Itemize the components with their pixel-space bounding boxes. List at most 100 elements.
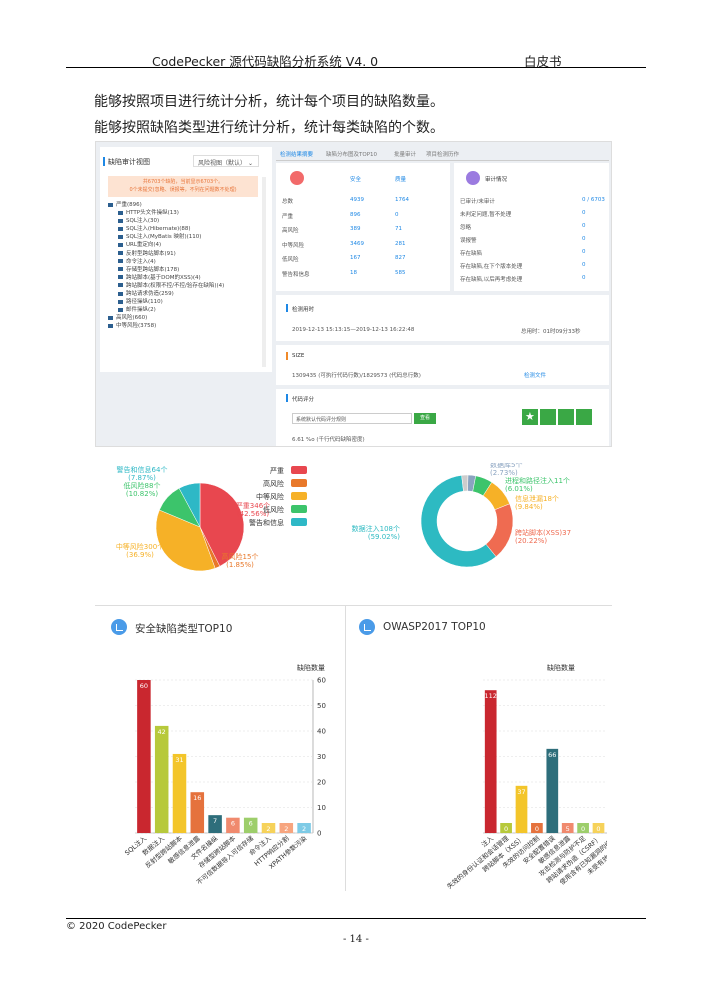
bar (261, 823, 276, 833)
folder-icon (118, 283, 123, 288)
bar-value-label: 112 (484, 692, 496, 700)
audit-value: 0 (582, 275, 586, 281)
bar-value-label: 7 (213, 817, 217, 825)
stats-card: 安全 质量 总数 4939 1764 严重 896 0 高风险 389 71 中等风险 3469 28… (276, 163, 450, 291)
bar (484, 690, 497, 833)
tree-item[interactable]: URL重定向(4) (108, 241, 224, 249)
folder-icon (118, 307, 123, 312)
audit-value: 0 (582, 262, 586, 268)
audit-value: 0 (582, 223, 586, 229)
tree-item[interactable]: SQL注入(Hibernate)(88) (108, 225, 224, 233)
pie2-slice (485, 503, 514, 558)
y-tick-label: 40 (317, 728, 326, 736)
pie1-percent: (36.9%) (126, 551, 154, 559)
chart1-svg: 010203040506060SQL注入42数据注入31反射型跨站脚本16敏感信… (123, 677, 326, 887)
pie1-legend-label: 警告和信息 (249, 518, 284, 527)
page-number: - 14 - (343, 934, 369, 945)
size-link[interactable]: 检测文件 (524, 373, 547, 379)
stats-cell: 低风险 (282, 257, 299, 263)
tree-item[interactable]: 严重(896) (108, 201, 224, 209)
bar-value-label: 2 (302, 825, 306, 833)
folder-icon (118, 234, 123, 239)
tree-item[interactable]: 邮件操纵(2) (108, 306, 224, 314)
audit-value: 0 (582, 236, 586, 242)
stats-cell: 3469 (350, 240, 364, 247)
view-select[interactable]: 风险视图（默认） ⌄ (193, 155, 259, 167)
folder-icon (118, 226, 123, 231)
score-card: 代码评分 系统默认代码评分规则 查看 ★ 6.61 %o (千行代码缺陷密度) (276, 389, 609, 446)
score-rule-select[interactable]: 系统默认代码评分规则 (292, 413, 412, 424)
pie1-label: 警告和信息64个 (117, 465, 168, 474)
score-block-2 (540, 409, 556, 425)
tab-history[interactable]: 项目检测历作 (426, 152, 460, 158)
bar (515, 785, 528, 833)
star-icon: ★ (522, 409, 538, 425)
pie1-percent: (1.85%) (226, 561, 254, 569)
tree-item[interactable]: 反射型跨站脚本(91) (108, 250, 224, 258)
time-range: 2019-12-13 15:13:15—2019-12-13 16:22:48 (292, 327, 415, 333)
chart1-ylabel: 缺陷数量 (297, 664, 325, 672)
tree-item[interactable]: SQL注入(MyBatis 映射)(110) (108, 233, 224, 241)
legend-swatch (291, 505, 307, 513)
stats-cell: 827 (395, 255, 406, 261)
stats-cell: 585 (395, 269, 406, 276)
pie2-label: 数据库5个 (490, 463, 522, 469)
pie1-label: 低风险88个 (124, 481, 161, 490)
pie1-percent: (42.56%) (237, 510, 269, 518)
tree-item[interactable]: 命令注入(4) (108, 258, 224, 266)
folder-icon (118, 259, 123, 264)
audit-label: 存在缺陷,以后再考虑处理 (460, 277, 523, 283)
score-block-4 (576, 409, 592, 425)
bar-value-label: 42 (158, 728, 166, 736)
pie-charts: 警告和信息64个(7.87%)低风险88个(10.82%) 严重346个(42.5… (116, 463, 571, 572)
tree-item[interactable]: 路径操纵(110) (108, 298, 224, 306)
audit-value: 0 / 6703 (582, 197, 605, 203)
pie2-percent: (2.73%) (490, 469, 518, 477)
stats-cell: 71 (395, 226, 402, 232)
pie1-percent: (10.82%) (126, 490, 158, 498)
chart2-ylabel: 缺陷数量 (547, 664, 575, 672)
pie2-slice (420, 475, 497, 568)
score-title: 代码评分 (292, 397, 315, 403)
bar-value-label: 2 (284, 825, 288, 833)
tree-item[interactable]: 跨站请求伪造(259) (108, 290, 224, 298)
tab-distribution[interactable]: 缺陷分布图及TOP10 (326, 152, 378, 158)
pie1-legend-label: 低风险 (263, 505, 284, 514)
tree-item[interactable]: 中等风险(3758) (108, 322, 224, 330)
tree-item[interactable]: HTTP头文件操纵(13) (108, 209, 224, 217)
score-view-button[interactable]: 查看 (414, 413, 436, 424)
tab-summary[interactable]: 检测结果摘要 (280, 152, 314, 158)
bar (546, 748, 559, 833)
bar (226, 817, 240, 833)
size-card: SIZE 1309435 (可执行代码行数)/1829573 (代码总行数) 检… (276, 345, 609, 385)
header-right: 白皮书 (524, 54, 562, 69)
tree-item[interactable]: SQL注入(30) (108, 217, 224, 225)
legend-swatch (291, 466, 307, 474)
bar-value-label: 0 (504, 825, 508, 833)
tree-item[interactable]: 存储型跨站脚本(178) (108, 266, 224, 274)
bar (592, 823, 605, 833)
pie1-slice (199, 482, 245, 567)
header-rule (66, 67, 646, 68)
bar (500, 823, 512, 833)
tree-item[interactable]: 跨站脚本(权限不控/不控/验存在缺陷)(4) (108, 282, 224, 290)
bar-value-label: 0 (596, 825, 600, 833)
stats-header-security: 安全 (350, 177, 362, 183)
bar-value-label: 0 (535, 825, 539, 833)
tab-batch-audit[interactable]: 批量审计 (394, 152, 417, 158)
bar (208, 815, 222, 833)
bar-value-label: 16 (193, 794, 201, 802)
bar-value-label: 31 (175, 756, 183, 764)
defect-summary-screenshot: 缺陷审计视图 风险视图（默认） ⌄ 共6703个缺陷，当前显示6703个。 0个… (95, 141, 612, 447)
tree-item[interactable]: 高风险(660) (108, 314, 224, 322)
pie2-percent: (6.01%) (505, 485, 533, 493)
tree-scrollbar[interactable] (262, 177, 266, 367)
bar (577, 823, 589, 833)
result-tabs: 检测结果摘要 缺陷分布图及TOP10 批量审计 项目检测历作 (276, 147, 609, 161)
bar (137, 680, 151, 833)
tree-item[interactable]: 跨站脚本(基于DOM的XSS)(4) (108, 274, 224, 282)
pie2-slice (461, 474, 469, 492)
audit-label: 误报警 (460, 238, 477, 244)
folder-icon (118, 242, 123, 247)
audit-label: 存在缺陷 (460, 251, 483, 257)
